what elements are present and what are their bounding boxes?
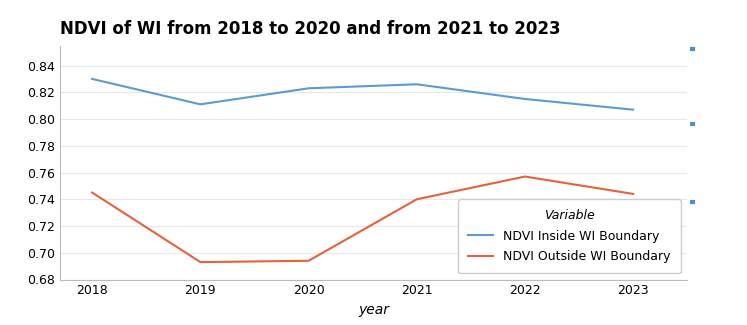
Line: NDVI Inside WI Boundary: NDVI Inside WI Boundary (92, 79, 633, 110)
NDVI Outside WI Boundary (304, 259, 313, 263)
Legend: NDVI Inside WI Boundary, NDVI Outside WI Boundary: NDVI Inside WI Boundary, NDVI Outside WI… (459, 199, 681, 273)
Text: NDVI of WI from 2018 to 2020 and from 2021 to 2023: NDVI of WI from 2018 to 2020 and from 20… (60, 20, 560, 38)
NDVI Inside WI Boundary (521, 97, 530, 101)
NDVI Inside WI Boundary (412, 82, 421, 86)
NDVI Outside WI Boundary (196, 260, 205, 264)
NDVI Inside WI Boundary (304, 86, 313, 90)
NDVI Outside WI Boundary (412, 197, 421, 201)
Line: NDVI Outside WI Boundary: NDVI Outside WI Boundary (92, 176, 633, 262)
NDVI Outside WI Boundary (87, 191, 96, 195)
X-axis label: year: year (358, 303, 389, 317)
NDVI Inside WI Boundary (87, 77, 96, 81)
NDVI Outside WI Boundary (629, 192, 638, 196)
NDVI Inside WI Boundary (196, 102, 205, 106)
NDVI Outside WI Boundary (521, 175, 530, 178)
NDVI Inside WI Boundary (629, 108, 638, 111)
